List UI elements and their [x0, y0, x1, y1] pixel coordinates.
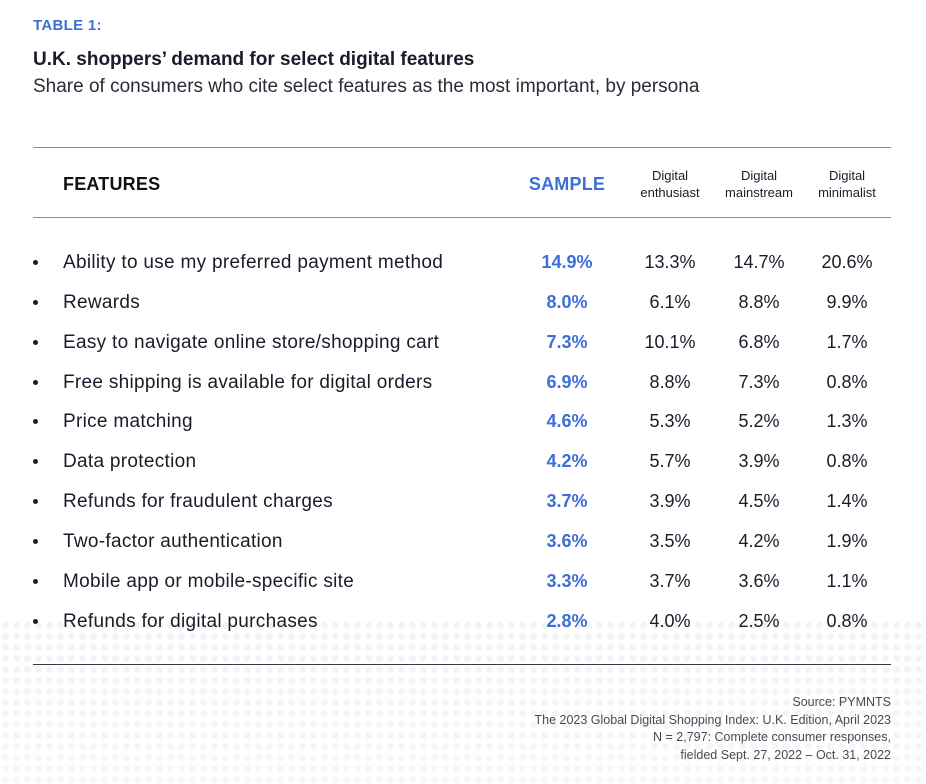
- table-row: Easy to navigate online store/shopping c…: [0, 332, 926, 362]
- sample-value: 14.9%: [541, 252, 593, 272]
- sample-value: 7.3%: [546, 332, 588, 352]
- feature-label: Refunds for fraudulent charges: [63, 491, 333, 512]
- enthusiast-value: 5.3%: [649, 411, 691, 431]
- header-digital-enthusiast-line2: enthusiast: [640, 185, 700, 200]
- source-note: Source: PYMNTS The 2023 Global Digital S…: [535, 694, 891, 764]
- bullet-icon: [33, 419, 38, 424]
- sample-value: 3.3%: [546, 571, 588, 591]
- mainstream-value: 6.8%: [738, 332, 780, 352]
- minimalist-value: 1.9%: [826, 531, 868, 551]
- source-line: N = 2,797: Complete consumer responses,: [653, 730, 891, 744]
- mainstream-value: 7.3%: [738, 372, 780, 392]
- minimalist-value: 1.4%: [826, 491, 868, 511]
- header-digital-enthusiast: Digital enthusiast: [625, 167, 715, 201]
- table-title: U.K. shoppers’ demand for select digital…: [33, 49, 475, 70]
- table-row: Refunds for digital purchases 2.8% 4.0% …: [0, 611, 926, 641]
- minimalist-value: 9.9%: [826, 292, 868, 312]
- feature-label: Data protection: [63, 451, 197, 472]
- feature-label: Easy to navigate online store/shopping c…: [63, 332, 440, 353]
- bullet-icon: [33, 459, 38, 464]
- minimalist-value: 0.8%: [826, 372, 868, 392]
- sample-value: 6.9%: [546, 372, 588, 392]
- sample-value: 2.8%: [546, 611, 588, 631]
- mainstream-value: 4.5%: [738, 491, 780, 511]
- bullet-icon: [33, 579, 38, 584]
- source-line: fielded Sept. 27, 2022 – Oct. 31, 2022: [680, 747, 891, 762]
- minimalist-value: 20.6%: [821, 252, 873, 272]
- table-row: Refunds for fraudulent charges 3.7% 3.9%…: [0, 491, 926, 521]
- table-row: Free shipping is available for digital o…: [0, 372, 926, 402]
- header-digital-enthusiast-line1: Digital: [651, 168, 689, 183]
- feature-label: Two-factor authentication: [63, 531, 283, 552]
- header-divider: [33, 217, 891, 218]
- enthusiast-value: 3.7%: [649, 571, 691, 591]
- table-row: Data protection 4.2% 5.7% 3.9% 0.8%: [0, 451, 926, 481]
- bullet-icon: [33, 499, 38, 504]
- sample-value: 3.6%: [546, 531, 588, 551]
- header-digital-minimalist: Digital minimalist: [802, 167, 892, 201]
- bullet-icon: [33, 340, 38, 345]
- enthusiast-value: 3.9%: [649, 491, 691, 511]
- bullet-icon: [33, 260, 38, 265]
- header-digital-minimalist-line2: minimalist: [818, 185, 876, 200]
- enthusiast-value: 4.0%: [649, 611, 691, 631]
- source-line: Source: PYMNTS: [792, 695, 891, 709]
- sample-value: 4.6%: [546, 411, 588, 431]
- feature-label: Price matching: [63, 411, 193, 432]
- table-row: Mobile app or mobile-specific site 3.3% …: [0, 571, 926, 601]
- sample-value: 8.0%: [546, 292, 588, 312]
- minimalist-value: 1.3%: [826, 411, 868, 431]
- minimalist-value: 0.8%: [826, 451, 868, 471]
- mainstream-value: 5.2%: [738, 411, 780, 431]
- feature-label: Free shipping is available for digital o…: [63, 372, 433, 393]
- feature-label: Refunds for digital purchases: [63, 611, 318, 632]
- minimalist-value: 0.8%: [826, 611, 868, 631]
- mainstream-value: 14.7%: [733, 252, 785, 272]
- mainstream-value: 3.6%: [738, 571, 780, 591]
- minimalist-value: 1.1%: [826, 571, 868, 591]
- enthusiast-value: 6.1%: [649, 292, 691, 312]
- source-line: The 2023 Global Digital Shopping Index: …: [534, 712, 891, 727]
- feature-label: Mobile app or mobile-specific site: [63, 571, 355, 592]
- dotted-world-map-background: [0, 620, 926, 784]
- bullet-icon: [33, 539, 38, 544]
- table-label: TABLE 1:: [33, 17, 102, 34]
- mainstream-value: 3.9%: [738, 451, 780, 471]
- enthusiast-value: 8.8%: [649, 372, 691, 392]
- bullet-icon: [33, 380, 38, 385]
- mainstream-value: 2.5%: [738, 611, 780, 631]
- header-digital-mainstream: Digital mainstream: [714, 167, 804, 201]
- header-digital-mainstream-line1: Digital: [740, 168, 778, 183]
- bullet-icon: [33, 619, 38, 624]
- header-sample: SAMPLE: [528, 174, 606, 194]
- sample-value: 4.2%: [546, 451, 588, 471]
- top-divider: [33, 147, 891, 148]
- table-subtitle: Share of consumers who cite select featu…: [33, 76, 700, 97]
- header-features: FEATURES: [63, 174, 161, 194]
- feature-label: Rewards: [63, 292, 141, 313]
- enthusiast-value: 5.7%: [649, 451, 691, 471]
- mainstream-value: 4.2%: [738, 531, 780, 551]
- table-row: Rewards 8.0% 6.1% 8.8% 9.9%: [0, 292, 926, 322]
- bullet-icon: [33, 300, 38, 305]
- sample-value: 3.7%: [546, 491, 588, 511]
- enthusiast-value: 3.5%: [649, 531, 691, 551]
- feature-label: Ability to use my preferred payment meth…: [63, 252, 444, 273]
- mainstream-value: 8.8%: [738, 292, 780, 312]
- table-row: Price matching 4.6% 5.3% 5.2% 1.3%: [0, 411, 926, 441]
- table-row: Ability to use my preferred payment meth…: [0, 252, 926, 282]
- header-digital-minimalist-line1: Digital: [828, 168, 866, 183]
- bottom-divider: [33, 664, 891, 665]
- enthusiast-value: 13.3%: [644, 252, 696, 272]
- header-digital-mainstream-line2: mainstream: [725, 185, 793, 200]
- table-row: Two-factor authentication 3.6% 3.5% 4.2%…: [0, 531, 926, 561]
- minimalist-value: 1.7%: [826, 332, 868, 352]
- enthusiast-value: 10.1%: [644, 332, 696, 352]
